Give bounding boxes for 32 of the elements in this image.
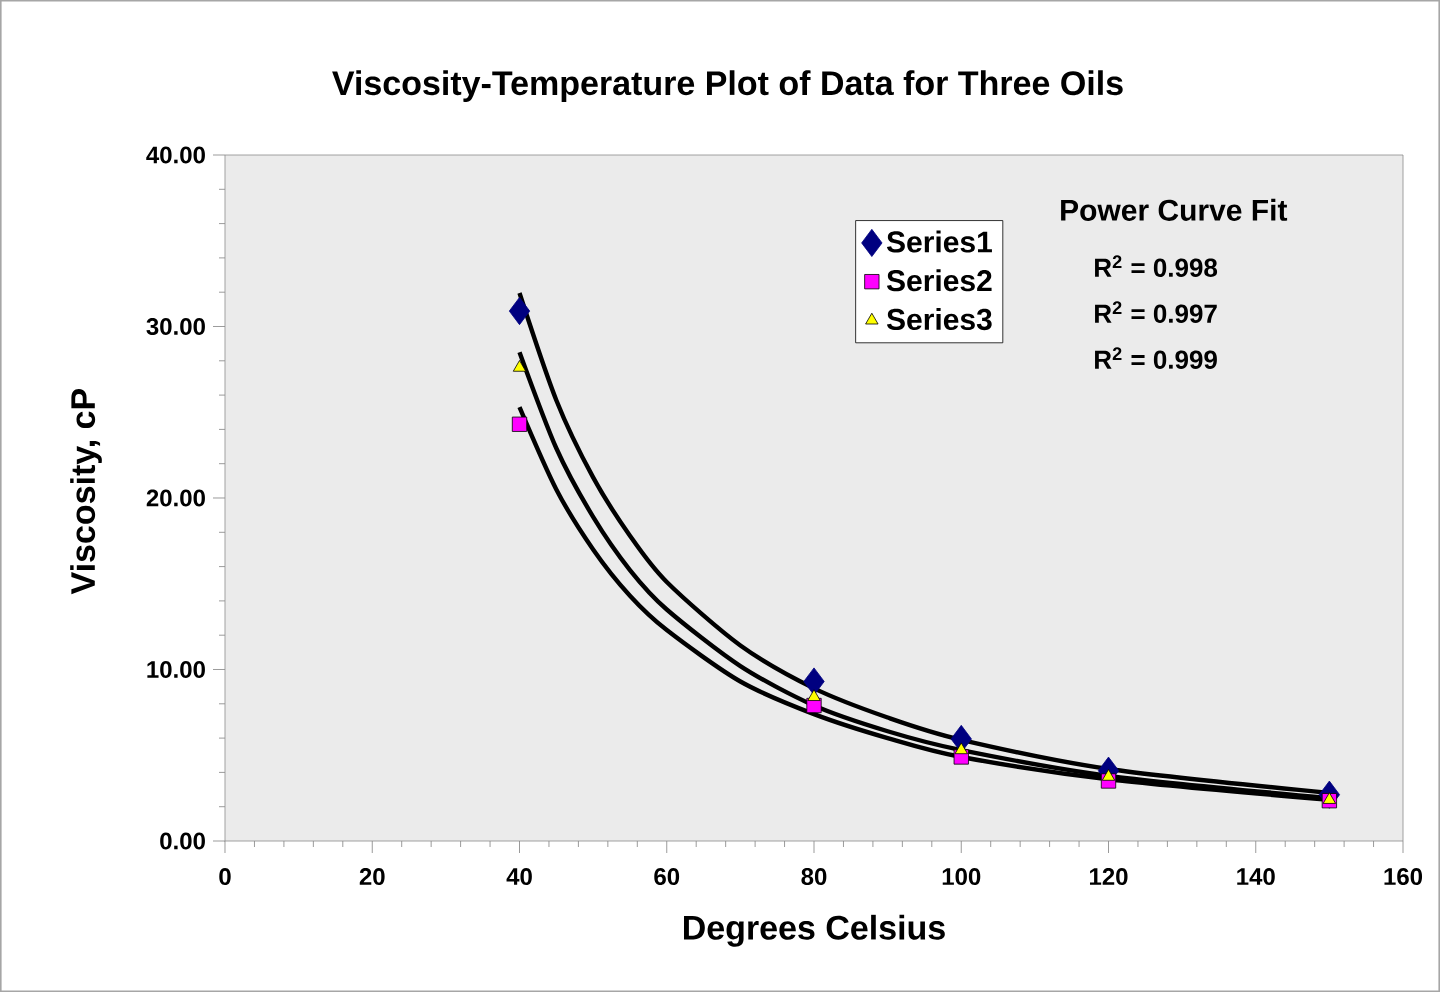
x-tick-label: 120 bbox=[1089, 868, 1128, 886]
y-tick-label: 30.00 bbox=[146, 317, 205, 336]
point bbox=[803, 667, 825, 696]
y-tick-label: 10.00 bbox=[147, 661, 205, 678]
point bbox=[508, 297, 531, 326]
x-tick-label: 140 bbox=[1237, 868, 1275, 886]
y-tick-label: 40.00 bbox=[146, 146, 205, 164]
point bbox=[1101, 769, 1116, 781]
point bbox=[1322, 792, 1337, 804]
x-tick-label: 160 bbox=[1384, 868, 1423, 886]
x-tick-label: 40 bbox=[506, 868, 532, 886]
y-axis-title: Viscosity, cP bbox=[70, 389, 102, 595]
point bbox=[807, 689, 821, 701]
annotation: R$^{2}$ = 0.997 bbox=[1095, 301, 1217, 323]
x-tick-label: 0 bbox=[219, 868, 231, 886]
legend-label: Series3 bbox=[886, 308, 992, 331]
annotation: Power Curve Fit bbox=[1061, 198, 1288, 221]
chart-title: Viscosity-Temperature Plot of Data for Three Oils bbox=[332, 70, 1123, 102]
annotation: R$^{2}$ = 0.999 bbox=[1095, 347, 1217, 369]
x-axis-title: Degrees Celsius bbox=[684, 914, 945, 947]
legend-label: Series1 bbox=[886, 230, 992, 253]
point bbox=[511, 416, 528, 432]
x-tick-label: 20 bbox=[359, 868, 385, 886]
y-tick-label: 0.00 bbox=[160, 832, 205, 850]
y-tick-label: 20.00 bbox=[146, 489, 205, 507]
x-tick-label: 100 bbox=[942, 868, 981, 886]
legend-label: Series2 bbox=[886, 269, 992, 292]
annotation: R$^{2}$ = 0.998 bbox=[1095, 255, 1218, 277]
x-tick-label: 60 bbox=[654, 868, 680, 886]
x-tick-label: 80 bbox=[801, 868, 827, 886]
point bbox=[512, 360, 527, 372]
point bbox=[954, 742, 968, 755]
